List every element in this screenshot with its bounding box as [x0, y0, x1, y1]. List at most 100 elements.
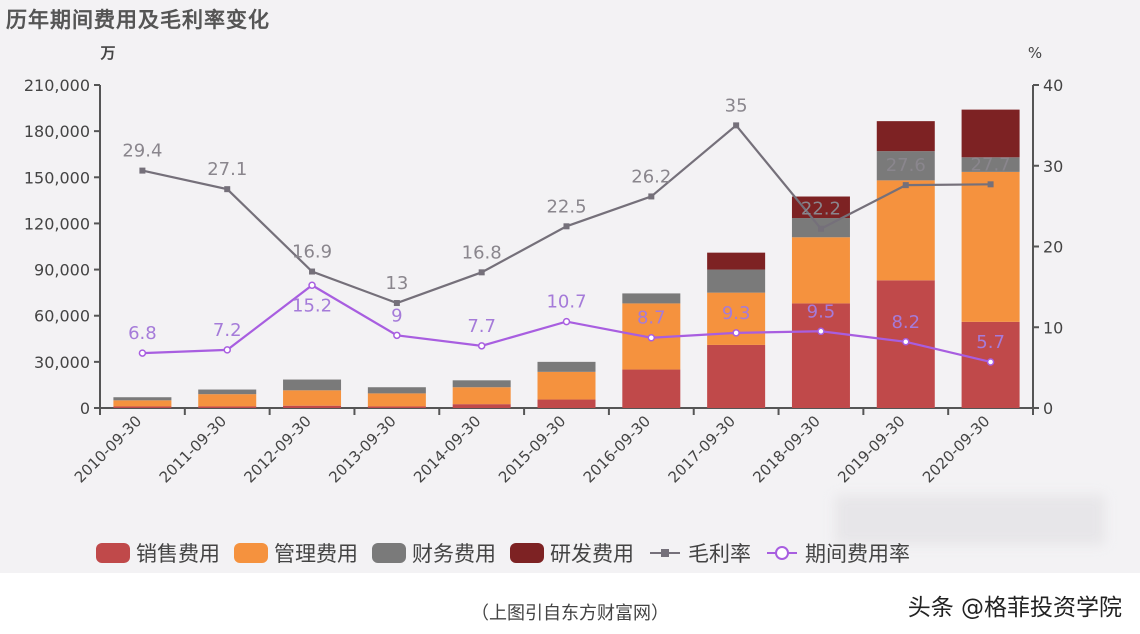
bar-segment-admin: [283, 390, 342, 406]
bar-segment-sales: [283, 405, 342, 408]
legend-label: 管理费用: [274, 542, 358, 566]
expense-ratio-label: 9: [391, 305, 402, 326]
gross-margin-point: [817, 225, 824, 232]
left-tick-label: 60,000: [34, 307, 90, 326]
expense-ratio-point: [986, 358, 995, 366]
gross-margin-label: 35: [725, 95, 748, 116]
x-tick-label: 2018-09-30: [749, 412, 823, 486]
caption: （上图引自东方财富网）: [471, 603, 669, 624]
gross-margin-label: 16.9: [292, 242, 332, 263]
legend-label: 毛利率: [688, 542, 751, 566]
legend-swatch: [96, 543, 130, 563]
legend-item-gross-margin[interactable]: 毛利率: [648, 538, 751, 568]
chart-background: [0, 0, 1140, 573]
legend-label: 期间费用率: [805, 542, 910, 566]
left-tick-label: 180,000: [24, 122, 90, 141]
expense-ratio-point: [817, 327, 825, 336]
gross-margin-point: [648, 193, 655, 200]
x-tick-label: 2013-09-30: [325, 412, 399, 486]
legend-item-sales[interactable]: 销售费用: [96, 538, 220, 568]
bar-segment-finance: [537, 361, 596, 372]
gross-margin-point: [563, 223, 570, 230]
expense-ratio-label: 7.7: [467, 316, 496, 337]
chart-svg: 万 % 0 30,000 60,000 90,000 120,000 150,000 180,0…: [24, 44, 1064, 486]
expense-ratio-point: [562, 317, 571, 326]
legend-label: 财务费用: [412, 542, 496, 566]
gross-margin-point: [309, 268, 316, 275]
x-tick-label: 2010-09-30: [71, 412, 145, 486]
legend-swatch: [234, 543, 268, 563]
left-tick-label: 0: [80, 399, 90, 418]
expense-ratio-label: 15.2: [292, 295, 332, 316]
x-tick-label: 2011-09-30: [156, 412, 230, 486]
expense-ratio-label: 9.3: [722, 303, 751, 324]
expense-ratio-point: [647, 333, 656, 342]
bar-segment-admin: [452, 387, 511, 405]
watermark: 头条 @格菲投资学院: [907, 595, 1122, 621]
expense-ratio-label: 7.2: [213, 320, 242, 341]
x-tick-label: 2017-09-30: [665, 412, 739, 486]
x-tick-label: 2019-09-30: [834, 412, 908, 486]
left-tick-label: 120,000: [24, 214, 90, 233]
x-tick-label: 2015-09-30: [495, 412, 569, 486]
gross-margin-point: [224, 186, 231, 193]
legend-item-finance[interactable]: 财务费用: [372, 538, 496, 568]
expense-ratio-point: [138, 349, 147, 357]
legend-item-expense-ratio[interactable]: 期间费用率: [765, 538, 910, 568]
legend-swatch: [510, 543, 544, 563]
expense-ratio-point: [393, 331, 401, 340]
gross-margin-point: [733, 122, 740, 129]
bar-segment-admin: [876, 180, 935, 281]
bar-segment-admin: [367, 393, 426, 407]
gross-margin-label: 27.7: [971, 154, 1011, 175]
gross-margin-label: 13: [385, 273, 408, 294]
bar-segment-sales: [622, 369, 681, 408]
gross-margin-label: 16.8: [462, 242, 502, 263]
bar-segment-sales: [113, 406, 172, 408]
gross-margin-label: 22.2: [801, 199, 841, 220]
expense-ratio-point: [902, 338, 910, 346]
bar-segment-admin: [198, 394, 257, 407]
expense-ratio-point: [308, 281, 316, 290]
gross-margin-label: 29.4: [122, 141, 162, 162]
bar-segment-admin: [791, 237, 850, 304]
left-tick-label: 210,000: [24, 76, 90, 95]
left-tick-label: 90,000: [34, 261, 90, 280]
expense-ratio-label: 6.8: [128, 323, 157, 344]
bar-segment-finance: [367, 387, 426, 394]
line-marker-icon: [650, 549, 680, 557]
right-tick-label: 30: [1043, 157, 1063, 176]
expense-ratio-label: 8.2: [891, 312, 920, 333]
expense-ratio-point: [477, 342, 486, 350]
bar-segment-admin: [537, 371, 596, 400]
expense-ratio-label: 9.5: [807, 301, 836, 322]
legend-swatch: [372, 543, 406, 563]
bar-segment-sales: [367, 406, 426, 408]
x-tick-label: 2016-09-30: [580, 412, 654, 486]
expense-ratio-point: [732, 329, 740, 337]
right-tick-label: 20: [1043, 238, 1063, 257]
bar-segment-finance: [707, 269, 766, 293]
expense-ratio-label: 8.7: [637, 308, 666, 329]
gross-margin-point: [393, 300, 400, 307]
gross-margin-point: [987, 181, 994, 188]
gross-margin-point: [902, 182, 909, 189]
right-axis-unit: %: [1028, 44, 1042, 62]
bar-segment-rnd: [961, 109, 1020, 158]
right-tick-label: 10: [1043, 318, 1063, 337]
right-tick-label: 0: [1043, 399, 1053, 418]
x-tick-label: 2020-09-30: [919, 412, 993, 486]
expense-ratio-label: 10.7: [546, 292, 586, 313]
legend-item-rnd[interactable]: 研发费用: [510, 538, 634, 568]
gross-margin-label: 27.1: [207, 159, 247, 180]
left-axis-unit: 万: [99, 44, 115, 62]
bar-segment-finance: [876, 151, 935, 181]
gross-margin-point: [478, 269, 485, 276]
legend-item-admin[interactable]: 管理费用: [234, 538, 358, 568]
bar-segment-finance: [198, 389, 257, 395]
gross-margin-label: 22.5: [546, 196, 586, 217]
bar-segment-sales: [707, 344, 766, 408]
gross-margin-label: 27.6: [886, 155, 926, 176]
legend-label: 销售费用: [136, 542, 220, 566]
left-tick-label: 30,000: [34, 353, 90, 372]
